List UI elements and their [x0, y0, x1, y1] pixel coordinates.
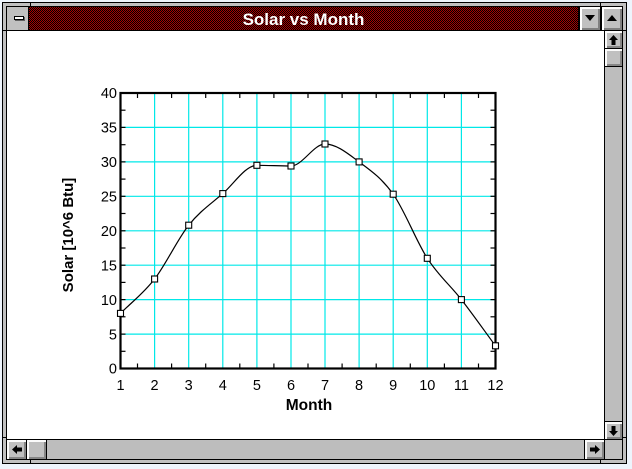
svg-text:2: 2: [151, 378, 159, 394]
svg-text:12: 12: [487, 378, 503, 394]
svg-text:5: 5: [253, 378, 261, 394]
svg-text:10: 10: [419, 378, 435, 394]
svg-text:20: 20: [101, 224, 117, 240]
svg-text:4: 4: [219, 378, 227, 394]
svg-text:6: 6: [287, 378, 295, 394]
svg-text:11: 11: [454, 378, 469, 394]
svg-text:25: 25: [101, 190, 117, 206]
svg-text:3: 3: [185, 378, 193, 394]
svg-text:30: 30: [101, 155, 117, 171]
svg-text:Month: Month: [286, 397, 332, 414]
svg-text:1: 1: [116, 378, 124, 394]
svg-text:9: 9: [389, 378, 397, 394]
svg-text:5: 5: [109, 327, 117, 343]
svg-text:35: 35: [101, 121, 117, 137]
svg-text:8: 8: [355, 378, 363, 394]
svg-text:10: 10: [101, 293, 117, 309]
svg-text:15: 15: [101, 258, 117, 274]
svg-text:7: 7: [321, 378, 329, 394]
svg-text:40: 40: [101, 86, 117, 102]
svg-text:0: 0: [109, 362, 117, 378]
svg-text:Solar [10^6 Btu]: Solar [10^6 Btu]: [60, 178, 77, 293]
